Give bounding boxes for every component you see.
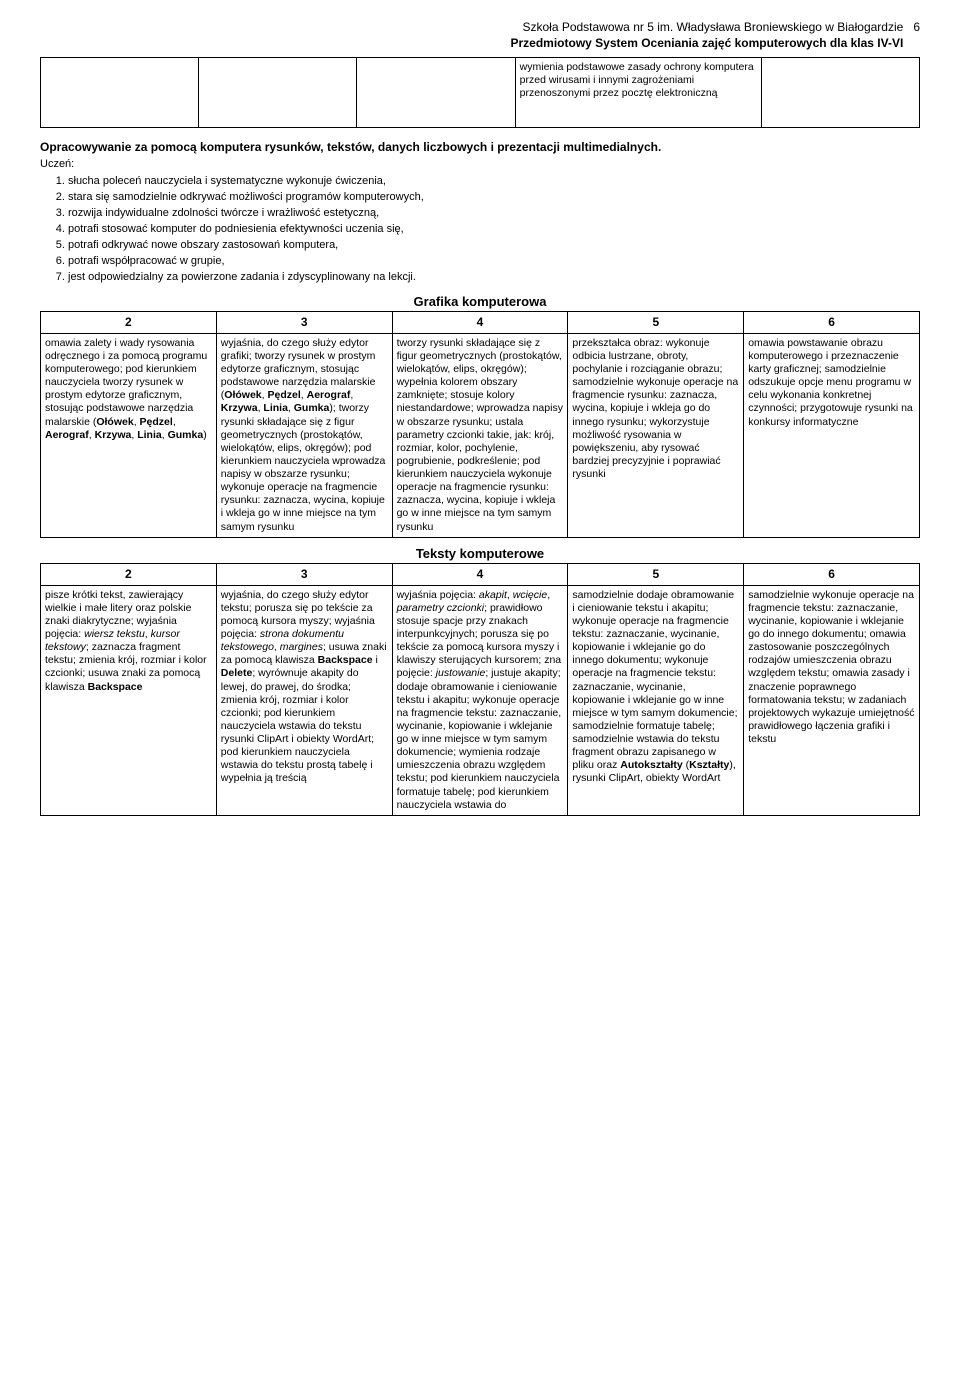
top-cell-3 [357,58,515,128]
teksty-cell-5: samodzielnie dodaje obramowanie i cienio… [568,585,744,815]
intro-item: rozwija indywidualne zdolności twórcze i… [68,206,920,222]
top-cell-1 [41,58,199,128]
teksty-col-4: 4 [392,563,568,585]
top-cell-4: wymienia podstawowe zasady ochrony kompu… [515,58,761,128]
grafika-cell-6: omawia powstawanie obrazu komputerowego … [744,333,920,537]
top-cell-5 [761,58,919,128]
teksty-cell-4: wyjaśnia pojęcia: akapit, wcięcie, param… [392,585,568,815]
teksty-col-5: 5 [568,563,744,585]
page-header: Szkoła Podstawowa nr 5 im. Władysława Br… [40,20,920,51]
teksty-cell-2: pisze krótki tekst, zawierający wielkie … [41,585,217,815]
teksty-col-6: 6 [744,563,920,585]
grafika-col-2: 2 [41,311,217,333]
grafika-col-5: 5 [568,311,744,333]
teksty-cell-6: samodzielnie wykonuje operacje na fragme… [744,585,920,815]
intro-section: Opracowywanie za pomocą komputera rysunk… [40,140,920,286]
header-text: Szkoła Podstawowa nr 5 im. Władysława Br… [511,20,904,51]
grafika-cell-4: tworzy rysunki składające się z figur ge… [392,333,568,537]
teksty-col-3: 3 [216,563,392,585]
intro-item: słucha poleceń nauczyciela i systematycz… [68,174,920,190]
grafika-cell-2: omawia zalety i wady rysowania odręczneg… [41,333,217,537]
teksty-cell-3: wyjaśnia, do czego służy edytor tekstu; … [216,585,392,815]
header-line2: Przedmiotowy System Oceniania zajęć komp… [511,36,904,52]
header-line1: Szkoła Podstawowa nr 5 im. Władysława Br… [522,20,903,34]
intro-uczen: Uczeń: [40,158,920,170]
grafika-col-3: 3 [216,311,392,333]
grafika-col-6: 6 [744,311,920,333]
grafika-cell-3: wyjaśnia, do czego służy edytor grafiki;… [216,333,392,537]
intro-item: potrafi stosować komputer do podniesieni… [68,222,920,238]
intro-list: słucha poleceń nauczyciela i systematycz… [68,174,920,286]
grafika-col-4: 4 [392,311,568,333]
intro-item: jest odpowiedzialny za powierzone zadani… [68,270,920,286]
intro-item: potrafi odkrywać nowe obszary zastosowań… [68,238,920,254]
intro-item: stara się samodzielnie odkrywać możliwoś… [68,190,920,206]
grafika-heading: Grafika komputerowa [40,294,920,309]
teksty-heading: Teksty komputerowe [40,546,920,561]
top-cell-2 [199,58,357,128]
intro-item: potrafi współpracować w grupie, [68,254,920,270]
top-context-table: wymienia podstawowe zasady ochrony kompu… [40,57,920,128]
teksty-table: 2 3 4 5 6 pisze krótki tekst, zawierając… [40,563,920,816]
grafika-cell-5: przekształca obraz: wykonuje odbicia lus… [568,333,744,537]
intro-title: Opracowywanie za pomocą komputera rysunk… [40,140,920,154]
teksty-col-2: 2 [41,563,217,585]
grafika-table: 2 3 4 5 6 omawia zalety i wady rysowania… [40,311,920,538]
page-number: 6 [913,20,920,34]
